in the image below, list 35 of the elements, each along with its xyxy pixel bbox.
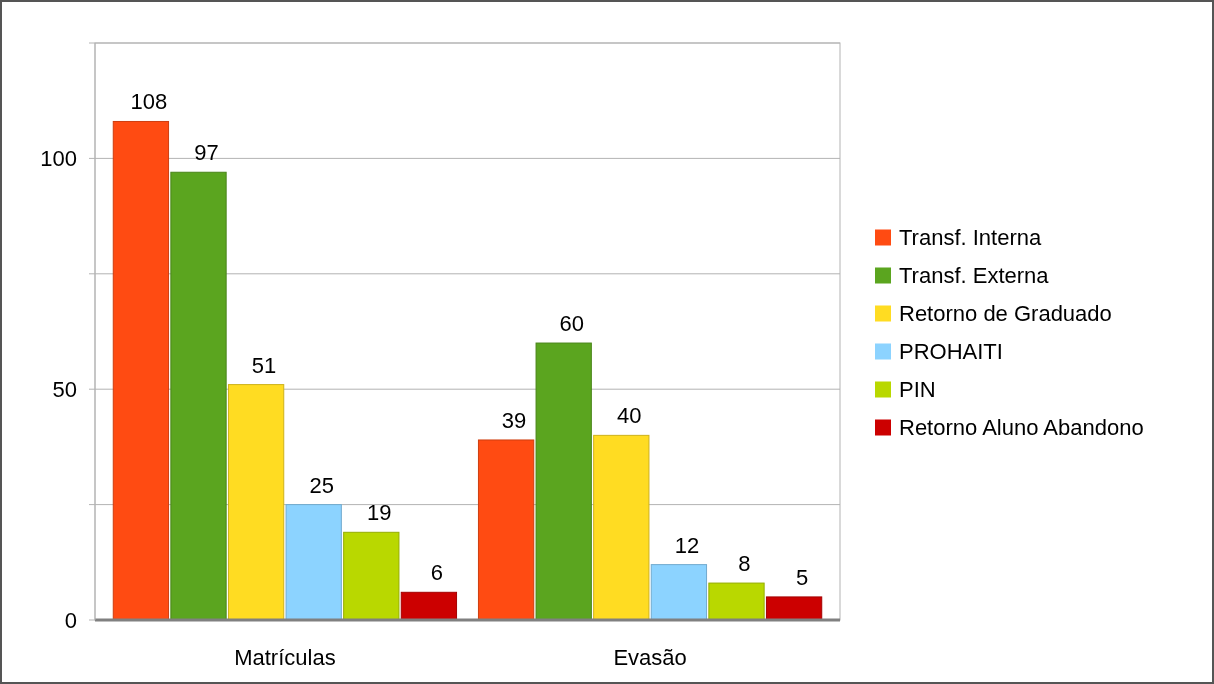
x-tick-label: Evasão bbox=[613, 645, 687, 670]
legend-label: Retorno Aluno Abandono bbox=[899, 415, 1144, 441]
bar bbox=[285, 504, 342, 621]
legend-label: Transf. Externa bbox=[899, 263, 1050, 289]
bar bbox=[593, 434, 650, 621]
data-label: 12 bbox=[674, 532, 700, 558]
legend-label: PIN bbox=[899, 377, 936, 403]
data-label: 25 bbox=[309, 472, 334, 498]
bar bbox=[170, 171, 227, 621]
data-label: 5 bbox=[795, 564, 809, 590]
data-label: 51 bbox=[251, 352, 277, 378]
bar bbox=[708, 582, 765, 621]
bar bbox=[477, 439, 535, 621]
bar bbox=[112, 120, 170, 621]
legend-label: PROHAITI bbox=[899, 339, 1003, 365]
bar bbox=[400, 591, 458, 621]
bar bbox=[650, 564, 708, 621]
bar bbox=[343, 531, 400, 621]
data-label: 108 bbox=[130, 89, 168, 115]
data-label: 6 bbox=[430, 560, 444, 586]
bar bbox=[765, 596, 823, 621]
x-tick-label: Matrículas bbox=[234, 645, 336, 670]
legend-label: Transf. Interna bbox=[899, 225, 1043, 251]
legend-label: Retorno de Graduado bbox=[899, 301, 1112, 327]
bar bbox=[227, 384, 285, 621]
data-label: 40 bbox=[617, 403, 642, 429]
data-label: 60 bbox=[559, 311, 584, 337]
data-label: 19 bbox=[367, 500, 392, 526]
bar bbox=[535, 342, 592, 621]
data-label: 97 bbox=[194, 140, 219, 166]
data-label: 39 bbox=[501, 407, 527, 433]
data-label: 8 bbox=[738, 551, 751, 577]
y-tick-label: 0 bbox=[64, 607, 77, 633]
y-tick-label: 50 bbox=[52, 376, 77, 402]
y-tick-label: 100 bbox=[40, 146, 77, 172]
